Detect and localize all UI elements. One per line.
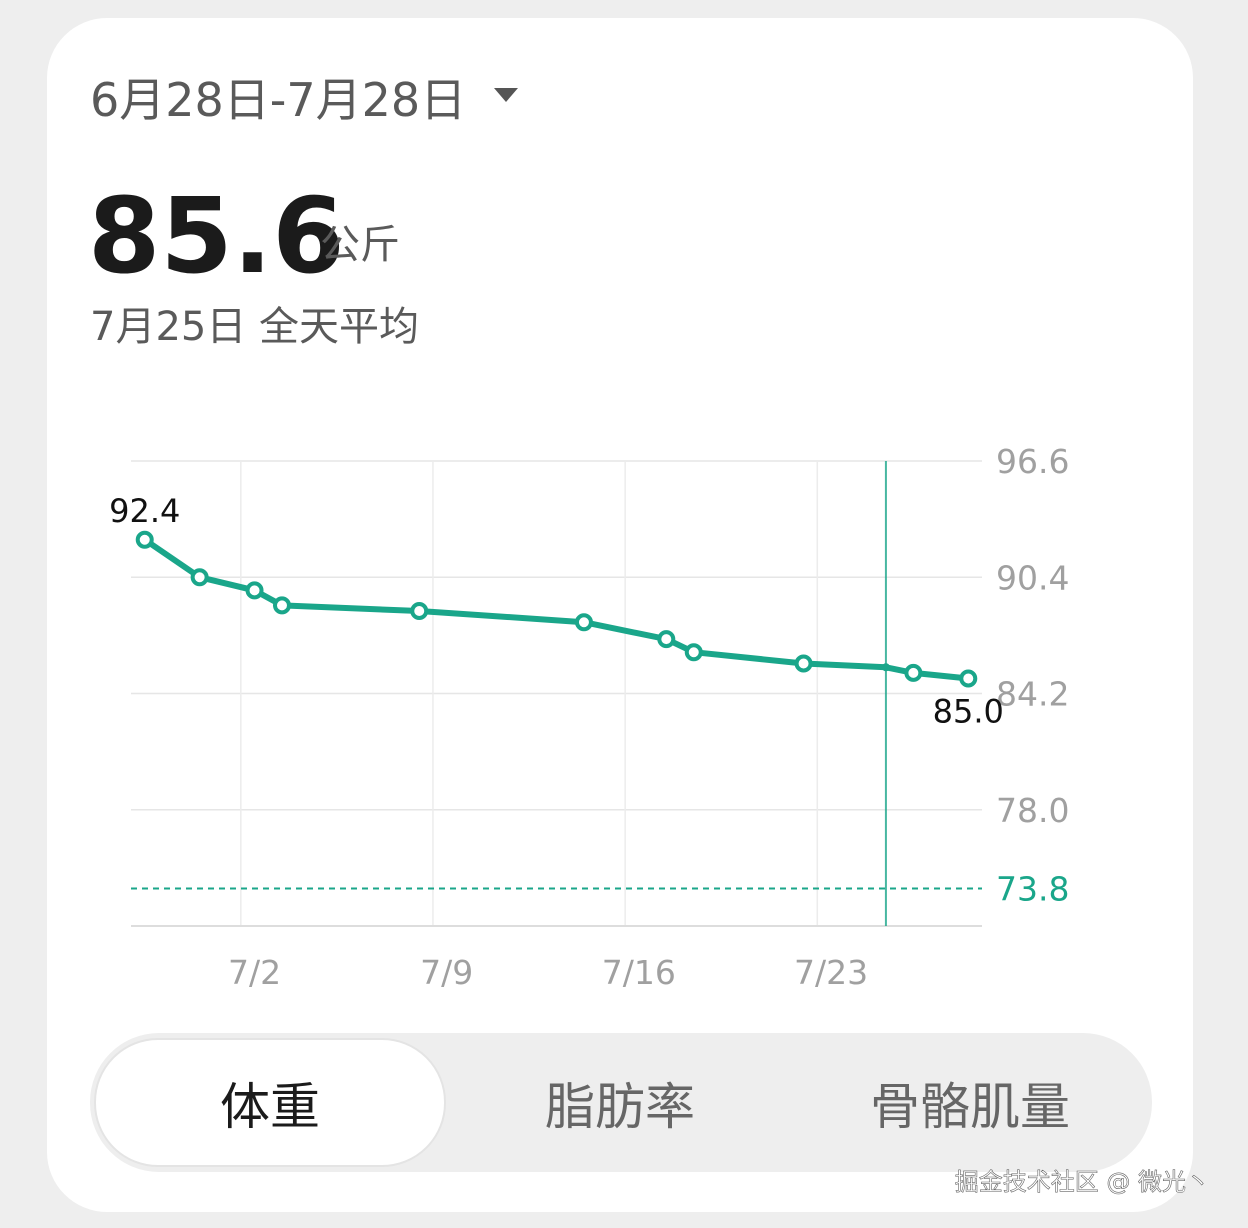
- point[interactable]: [959, 669, 978, 688]
- unit: 公斤: [320, 222, 400, 268]
- date-range[interactable]: 6月28日-7月28日: [90, 73, 466, 127]
- x-tick-label: 7/9: [420, 953, 473, 992]
- point[interactable]: [574, 613, 593, 632]
- point[interactable]: [410, 602, 429, 620]
- x-tick-label: 7/16: [602, 953, 676, 992]
- x-tick-label: 7/2: [228, 953, 281, 992]
- tabs: 体重 脂肪率 骨骼肌量: [94, 1038, 1070, 1167]
- subtitle: 7月25日 全天平均: [90, 304, 419, 350]
- point[interactable]: [881, 663, 890, 672]
- point[interactable]: [272, 596, 291, 615]
- reference-label: 73.8: [996, 870, 1069, 909]
- tab[interactable]: 骨骼肌量: [870, 1078, 1070, 1136]
- data-label: 85.0: [933, 693, 1004, 731]
- current-value: 85.6: [88, 175, 345, 297]
- y-tick-label: 84.2: [996, 675, 1069, 714]
- y-tick-label: 96.6: [996, 442, 1069, 481]
- card: [47, 18, 1193, 1212]
- point[interactable]: [904, 663, 923, 682]
- watermark: 掘金技术社区 @ 微光丶: [955, 1168, 1210, 1196]
- tab[interactable]: 脂肪率: [545, 1078, 695, 1136]
- y-tick-label: 90.4: [996, 558, 1069, 597]
- tab[interactable]: 体重: [220, 1078, 320, 1136]
- point[interactable]: [245, 581, 264, 600]
- point[interactable]: [684, 643, 703, 662]
- x-tick-label: 7/23: [794, 953, 868, 992]
- y-tick-label: 78.0: [996, 791, 1069, 830]
- dropdown-arrow[interactable]: [494, 88, 518, 102]
- point[interactable]: [794, 654, 813, 673]
- chart: 78.0 84.2 90.4 96.6 7/2 7/9 7/16 7/23 73.8 92.4 85…: [109, 442, 1069, 992]
- line: [141, 536, 972, 682]
- tab-active-bg: [94, 1038, 446, 1167]
- point[interactable]: [190, 568, 209, 587]
- point[interactable]: [135, 530, 154, 549]
- point[interactable]: [657, 630, 676, 649]
- data-label: 92.4: [109, 492, 180, 530]
